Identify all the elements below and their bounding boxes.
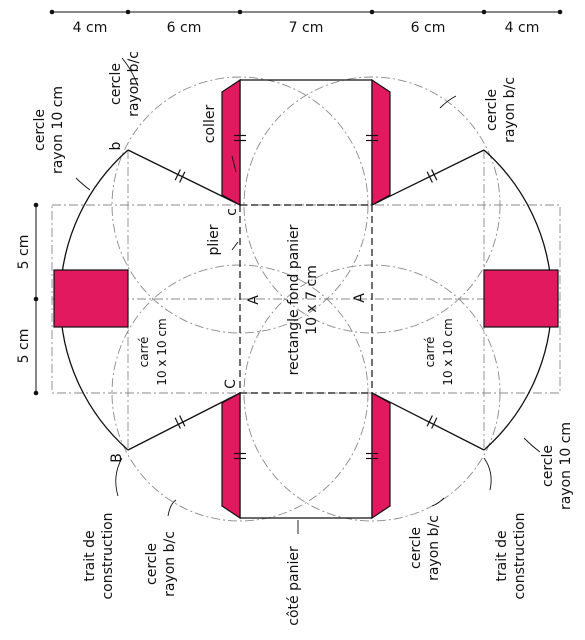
dim-top-5: 4 cm xyxy=(505,20,540,36)
dim-top-4: 6 cm xyxy=(411,20,446,36)
label-construction-right-l1: trait de xyxy=(494,530,510,581)
label-base-rect-l1: rectangle fond panier xyxy=(286,224,302,375)
edge-top-right xyxy=(371,149,485,206)
dim-top-3: 7 cm xyxy=(289,20,324,36)
dimension-left: 5 cm 5 cm xyxy=(16,202,39,396)
label-circle-bc-top-left-l1: cercle xyxy=(108,63,124,105)
glue-tab-top-right xyxy=(371,78,391,207)
dim-left-2: 5 cm xyxy=(16,329,32,364)
edge-B-C xyxy=(127,392,241,451)
equal-ticks xyxy=(174,134,438,460)
label-square-left-l2: 10 x 10 cm xyxy=(155,318,169,385)
label-circle-bc-bottom-right-l2: rayon b/c xyxy=(426,515,442,581)
label-construction-left-l1: trait de xyxy=(82,530,98,581)
label-point-A-right: A xyxy=(352,293,368,303)
labels: cercle rayon 10 cm cercle rayon b/c coll… xyxy=(32,51,574,626)
fold-lines xyxy=(239,204,373,394)
glue-tab-bottom-right xyxy=(371,391,391,520)
label-fold: plier xyxy=(206,224,222,255)
label-circle-r10-right-l1: cercle xyxy=(540,445,556,487)
label-circle-bc-bottom-left-l1: cercle xyxy=(144,543,160,585)
label-construction-left-l2: construction xyxy=(100,512,116,599)
glue-tab-left xyxy=(53,269,129,328)
label-circle-bc-bottom-right-l1: cercle xyxy=(408,527,424,569)
dim-top-2: 6 cm xyxy=(167,20,202,36)
leader-lines xyxy=(75,57,541,534)
dim-left-1: 5 cm xyxy=(16,235,32,270)
dim-top-1: 4 cm xyxy=(73,20,108,36)
label-square-right-l2: 10 x 10 cm xyxy=(441,318,455,385)
label-point-C: C xyxy=(223,379,239,389)
label-point-B: B xyxy=(109,453,125,463)
dimension-top: 4 cm 6 cm 7 cm 6 cm 4 cm xyxy=(49,9,563,36)
edge-b-c xyxy=(127,149,241,206)
label-circle-r10-left-l1: cercle xyxy=(32,109,48,151)
label-point-A-left: A xyxy=(246,295,262,305)
label-glue: coller xyxy=(202,105,218,144)
glue-tab-bottom-left xyxy=(221,391,241,520)
glue-tab-right xyxy=(483,269,559,328)
label-circle-bc-bottom-left-l2: rayon b/c xyxy=(162,531,178,597)
label-circle-bc-top-right-l1: cercle xyxy=(484,89,500,131)
label-basket-side: côté panier xyxy=(286,546,302,626)
glue-tabs xyxy=(53,78,559,520)
label-square-right-l1: carré xyxy=(423,337,437,368)
label-circle-bc-top-right-l2: rayon b/c xyxy=(502,77,518,143)
label-circle-bc-top-left-l2: rayon b/c xyxy=(126,51,142,117)
label-circle-r10-left-l2: rayon 10 cm xyxy=(50,86,66,174)
label-square-left-l1: carré xyxy=(137,337,151,368)
label-point-c: c xyxy=(224,208,240,216)
edge-bottom-right xyxy=(371,392,485,451)
label-circle-r10-right-l2: rayon 10 cm xyxy=(558,422,574,510)
label-base-rect-l2: 10 x 7 cm xyxy=(304,265,320,335)
label-construction-right-l2: construction xyxy=(512,512,528,599)
glue-tab-top-left xyxy=(221,78,241,207)
label-point-b: b xyxy=(108,141,124,150)
